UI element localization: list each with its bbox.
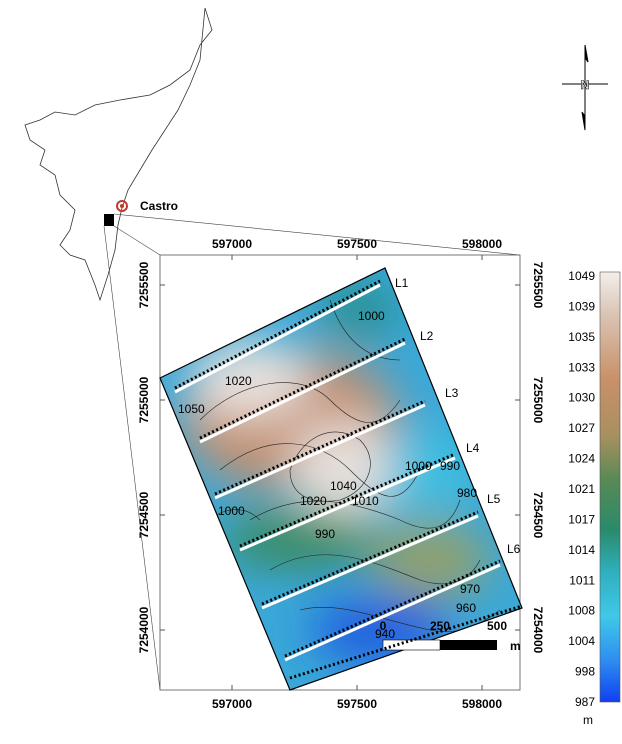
colorbar-label: 1039 — [568, 299, 595, 313]
colorbar-label: 1008 — [568, 604, 595, 618]
colorbar-label: 1027 — [568, 421, 595, 435]
contour-label: 1010 — [352, 494, 379, 508]
colorbar-label: 1004 — [568, 634, 595, 648]
x-tick-label-bottom: 597000 — [212, 697, 252, 711]
line-label: L1 — [395, 276, 409, 290]
scale-bar-black — [440, 640, 497, 650]
colorbar-label: 1030 — [568, 391, 595, 405]
colorbar-label: 998 — [575, 665, 595, 679]
line-label: L6 — [507, 542, 521, 556]
y-tick-label-right: 7255500 — [531, 262, 545, 309]
line-label: L2 — [420, 329, 434, 343]
colorbar-label: 1035 — [568, 330, 595, 344]
figure: Castro N — [0, 0, 622, 739]
contour-label: 1020 — [225, 374, 252, 388]
colorbar-label: 1011 — [569, 573, 595, 587]
x-tick-label-top: 598000 — [462, 237, 502, 251]
colorbar-label: 987 — [575, 695, 595, 709]
contour-label: 980 — [457, 486, 477, 500]
colorbar — [600, 272, 620, 702]
study-area-box — [104, 214, 114, 226]
scale-bar-label: 0 — [380, 619, 387, 633]
contour-label: 1020 — [300, 494, 327, 508]
y-tick-label-left: 7255500 — [137, 261, 151, 308]
contour-label: 990 — [440, 459, 460, 473]
y-tick-label-right: 7255000 — [531, 377, 545, 424]
contour-label: 960 — [456, 601, 476, 615]
x-tick-label-bottom: 597500 — [337, 697, 377, 711]
line-label: L3 — [445, 386, 459, 400]
y-tick-label-left: 7255000 — [137, 376, 151, 423]
colorbar-label: 1033 — [568, 360, 595, 374]
contour-label: 1040 — [330, 479, 357, 493]
contour-label: 990 — [315, 527, 335, 541]
x-tick-label-top: 597500 — [337, 237, 377, 251]
x-tick-label-bottom: 598000 — [462, 697, 502, 711]
colorbar-label: 1014 — [568, 543, 595, 557]
y-tick-label-right: 7254500 — [531, 492, 545, 539]
colorbar-label: 1024 — [568, 452, 595, 466]
y-tick-label-left: 7254500 — [137, 491, 151, 538]
scale-bar-unit: m — [510, 639, 521, 653]
contour-label: 1000 — [358, 309, 385, 323]
colorbar-label: 1049 — [568, 269, 595, 283]
colorbar-label: 1017 — [568, 512, 595, 526]
colorbar-unit: m — [583, 713, 593, 727]
colorbar-label: 1021 — [568, 482, 595, 496]
x-tick-label-top: 597000 — [212, 237, 252, 251]
town-marker-dot — [120, 204, 124, 208]
town-label: Castro — [140, 199, 178, 213]
contour-label: 1000 — [405, 459, 432, 473]
y-tick-label-left: 7254000 — [137, 606, 151, 653]
line-label: L4 — [466, 441, 480, 455]
contour-label: 1000 — [218, 504, 245, 518]
north-label: N — [581, 78, 590, 92]
contour-label: 970 — [460, 582, 480, 596]
island-outline — [25, 8, 212, 300]
y-tick-label-right: 7254000 — [531, 607, 545, 654]
contour-label: 1050 — [178, 402, 205, 416]
line-label: L5 — [487, 492, 501, 506]
scale-bar-label: 250 — [430, 619, 450, 633]
scale-bar-label: 500 — [487, 619, 507, 633]
